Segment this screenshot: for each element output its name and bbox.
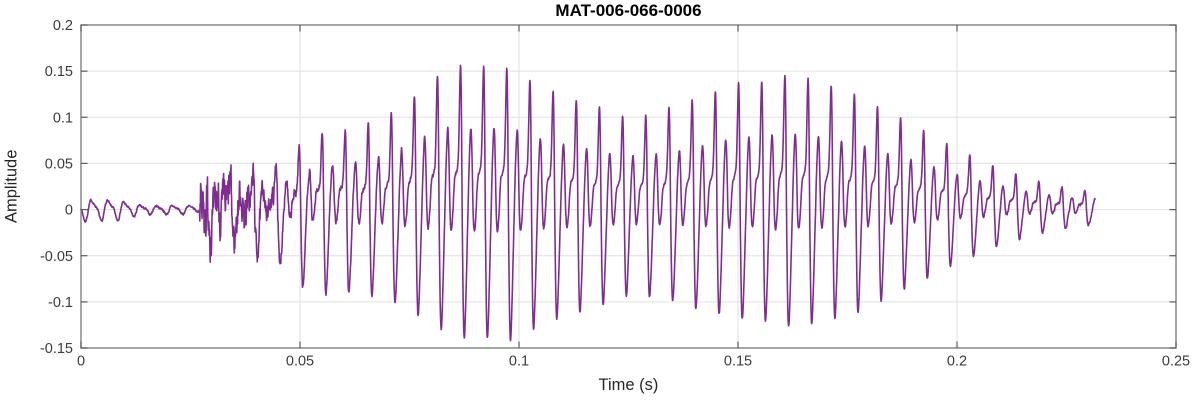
x-tick-label: 0.1 [509, 354, 529, 370]
y-tick-label: -0.1 [48, 295, 73, 311]
y-tick-label: 0 [65, 203, 73, 219]
axes-box [80, 24, 1177, 349]
x-tick-label: 0.25 [1162, 354, 1190, 370]
y-tick-label: -0.05 [40, 249, 73, 265]
x-axis-label: Time (s) [598, 376, 659, 394]
y-tick-label: 0.15 [45, 64, 73, 80]
grid [80, 24, 1177, 349]
y-tick-label: 0.05 [45, 157, 73, 173]
y-tick-label: 0.2 [53, 18, 73, 34]
chart-title: MAT-006-066-0006 [555, 1, 702, 20]
x-tick-label: 0.15 [724, 354, 752, 370]
x-tick-label: 0.05 [286, 354, 314, 370]
y-tick-label: -0.15 [40, 341, 73, 357]
y-axis-label: Amplitude [2, 149, 21, 223]
tick-marks [80, 24, 1177, 349]
waveform-path [80, 64, 1096, 342]
x-tick-label: 0 [77, 354, 85, 370]
y-tick-label: 0.1 [53, 110, 73, 126]
x-tick-label: 0.2 [947, 354, 967, 370]
